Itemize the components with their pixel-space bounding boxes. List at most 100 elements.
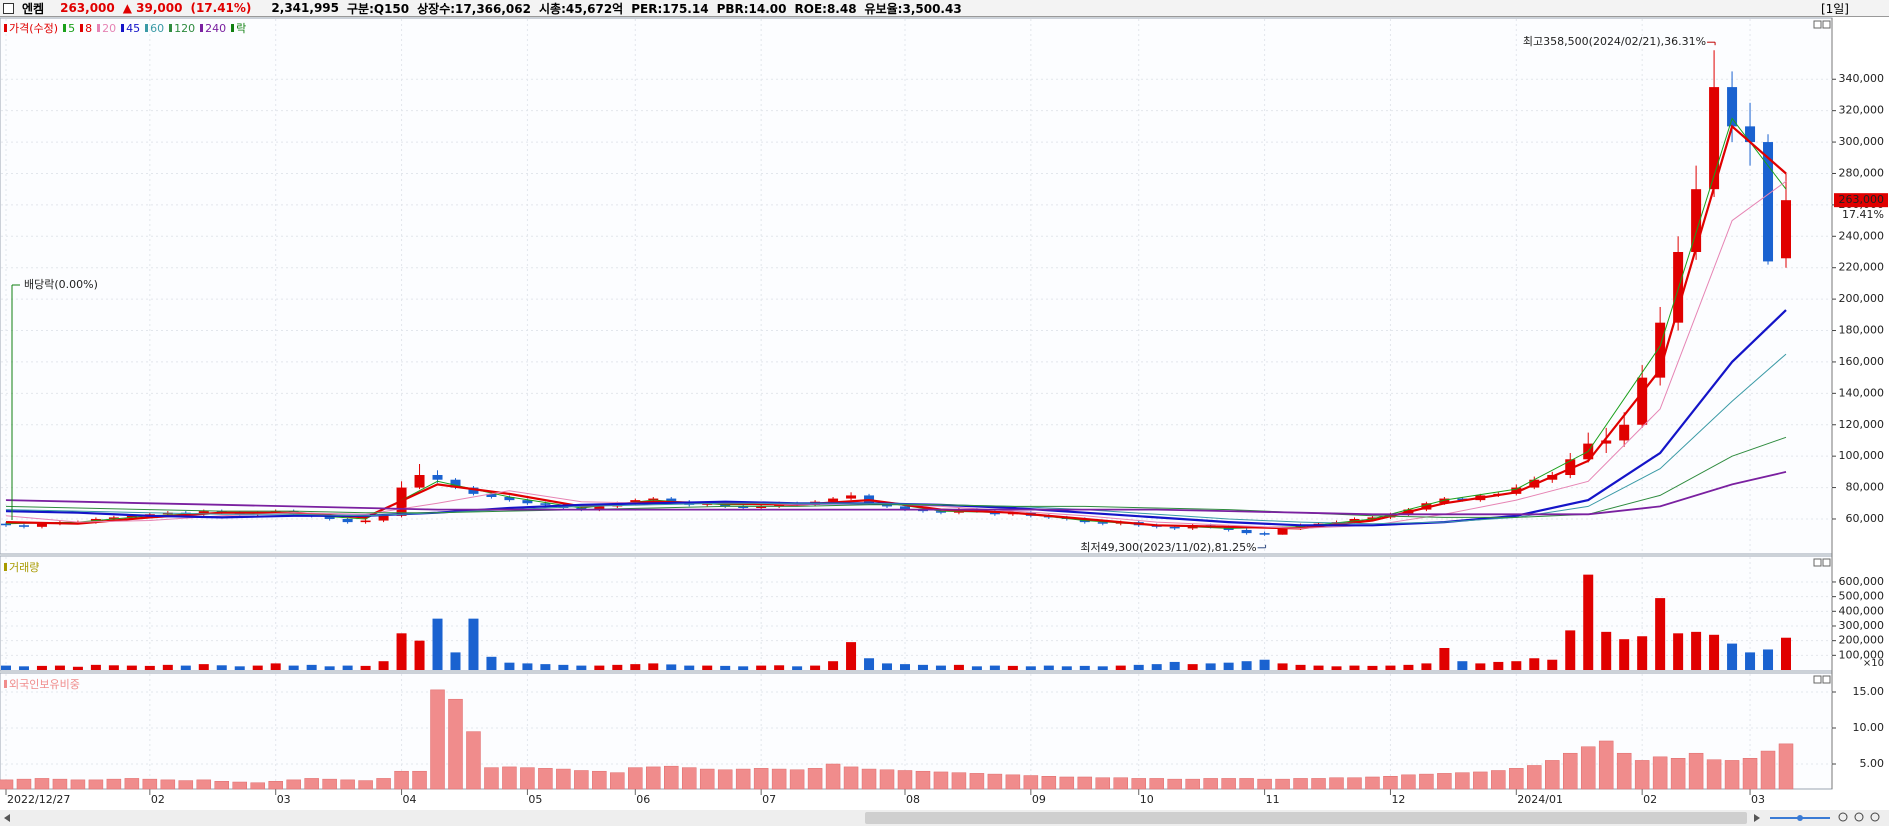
foreign-bar: [915, 770, 931, 790]
panel-button[interactable]: [1822, 20, 1831, 29]
foreign-bar: [1167, 778, 1182, 790]
foreign-bar: [1005, 774, 1021, 790]
header-field: 상장수:17,366,062: [417, 1, 531, 16]
candle-body: [1619, 424, 1630, 441]
candle-body: [108, 517, 119, 519]
x-tick-label: 06: [636, 793, 650, 806]
candle-body: [1421, 503, 1432, 510]
candle-body: [522, 500, 533, 504]
panel-button[interactable]: [1822, 558, 1831, 567]
price-panel: [0, 17, 1833, 555]
volume-bar: [90, 664, 101, 670]
volume-bar: [576, 665, 587, 670]
y-tick-label: 300,000: [1839, 619, 1885, 632]
y-tick-label: 5.00: [1860, 757, 1885, 770]
foreign-bar: [717, 769, 733, 790]
zoom-icon[interactable]: [1854, 812, 1864, 822]
volume-bar: [1277, 663, 1288, 670]
annotation: 최저49,300(2023/11/02),81.25%: [1080, 541, 1256, 554]
period[interactable]: [1일]: [1820, 1, 1849, 16]
candle-body: [342, 518, 353, 523]
panel-button[interactable]: [1813, 558, 1822, 567]
candle-body: [1601, 440, 1612, 444]
foreign-bar: [628, 767, 643, 790]
foreign-bar: [1455, 772, 1470, 790]
candle-body: [1277, 528, 1288, 535]
candle-body: [1709, 87, 1720, 190]
volume-bar: [648, 663, 659, 670]
foreign-bar: [1239, 778, 1254, 790]
foreign-bar: [52, 778, 68, 790]
legend-label: 8: [85, 21, 93, 35]
zoom-handle[interactable]: [1797, 815, 1803, 821]
volume-bar: [1223, 662, 1234, 670]
volume-bar: [252, 665, 263, 670]
candle-body: [540, 503, 551, 505]
volume-bar: [666, 664, 677, 670]
volume-bar: [828, 661, 839, 670]
candle-body: [432, 475, 443, 480]
volume-bar: [378, 661, 389, 670]
panel-button[interactable]: [1813, 675, 1822, 684]
header-field: ROE:8.48: [794, 1, 857, 16]
foreign-bar: [1311, 778, 1326, 790]
legend-marker: [169, 24, 173, 32]
foreign-bar: [1329, 777, 1344, 790]
foreign-bar: [861, 768, 877, 790]
checkbox[interactable]: [3, 2, 14, 14]
volume-bar: [846, 642, 857, 670]
volume-bar: [1439, 647, 1450, 670]
foreign-bar: [1616, 752, 1632, 790]
candle-body: [1637, 377, 1648, 425]
candle-body: [594, 506, 605, 510]
volume-bar: [522, 663, 533, 670]
header-field: 시총:45,672억: [538, 1, 624, 16]
foreign-bar: [807, 768, 823, 790]
volume-bar: [1367, 665, 1378, 670]
y-tick-label: 280,000: [1839, 166, 1885, 179]
panel-button[interactable]: [1822, 675, 1831, 684]
foreign-bar: [142, 778, 158, 790]
volume-bar: [917, 664, 928, 670]
foreign-bar: [1760, 750, 1776, 790]
foreign-bar: [358, 780, 373, 790]
candle-body: [1763, 142, 1774, 262]
candle-body: [1169, 526, 1180, 529]
foreign-bar: [1419, 773, 1434, 790]
panel-button[interactable]: [1813, 20, 1822, 29]
x-tick-label: 10: [1140, 793, 1154, 806]
foreign-bar: [1634, 760, 1650, 790]
volume-bar: [594, 665, 605, 670]
y-tick-label: 400,000: [1839, 604, 1885, 617]
foreign-bar: [412, 770, 427, 790]
header-field: PBR:14.00: [716, 1, 787, 16]
volume-bar: [1007, 665, 1018, 670]
scroll-left[interactable]: [4, 814, 10, 822]
ex-dividend-label: 배당락(0.00%): [24, 278, 98, 291]
volume-bar: [54, 665, 65, 670]
zoom-icon[interactable]: [1870, 812, 1880, 822]
y-tick-label: 60,000: [1846, 512, 1885, 525]
x-tick-label: 11: [1266, 793, 1280, 806]
legend-label: 락: [236, 22, 247, 35]
foreign-bar: [376, 778, 391, 790]
scroll-thumb[interactable]: [865, 812, 1747, 824]
foreign-bar: [124, 778, 140, 790]
volume-bar: [1619, 639, 1630, 670]
foreign-bar: [70, 779, 86, 790]
legend-marker: [231, 24, 235, 32]
y-tick-label: 100,000: [1839, 648, 1885, 661]
foreign-bar: [825, 763, 841, 790]
foreign-bar: [394, 770, 409, 790]
zoom-icon[interactable]: [1838, 812, 1848, 822]
scroll-right[interactable]: [1754, 814, 1760, 822]
foreign-bar: [1203, 778, 1218, 790]
unit-note: ×10: [1863, 658, 1884, 669]
volume-bar: [558, 664, 569, 670]
foreign-bar: [1437, 773, 1452, 790]
volume-bar: [971, 666, 982, 670]
candle-body: [1457, 498, 1468, 501]
volume-bar: [1187, 664, 1198, 670]
foreign-bar: [1670, 758, 1686, 790]
volume-bar: [864, 658, 875, 670]
